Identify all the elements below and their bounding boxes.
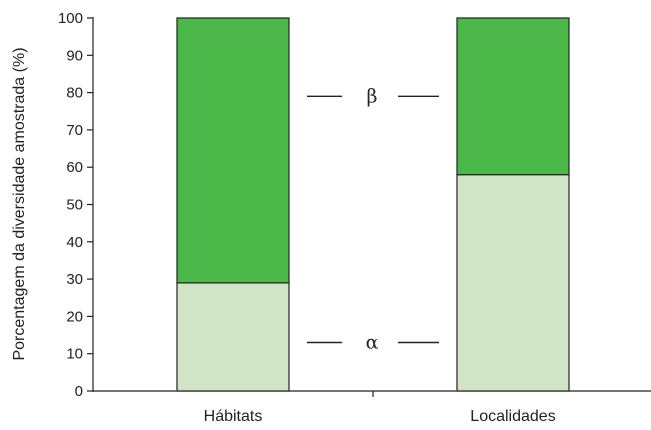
bars: [176, 17, 570, 392]
inline-legend: αβ: [307, 85, 439, 354]
axes: 0 10 20 30 40 50 60 70 80 90 100 Hábitats Localidade…: [58, 10, 651, 425]
y-tick-label: 90: [66, 47, 83, 64]
y-tick-label: 40: [66, 234, 83, 251]
legend-label-beta: β: [367, 85, 378, 107]
y-tick-label: 60: [66, 159, 83, 176]
bar-segment-beta-localidades: [456, 17, 570, 176]
x-category-label: Hábitats: [204, 408, 263, 425]
bar-segment-alpha-localidades: [456, 174, 570, 392]
legend-label-alpha: α: [366, 332, 379, 354]
bar-segment-alpha-habitats: [176, 282, 290, 392]
y-tick-label: 80: [66, 85, 83, 102]
y-tick-label: 0: [75, 383, 83, 400]
y-tick-label: 100: [58, 10, 83, 27]
bar-segment-beta-habitats: [176, 17, 290, 284]
y-tick-label: 10: [66, 346, 83, 363]
y-tick-label: 70: [66, 122, 83, 139]
x-category-label: Localidades: [470, 408, 555, 425]
y-axis-label: Porcentagem da diversidade amostrada (%): [11, 47, 28, 360]
y-tick-label: 50: [66, 197, 83, 214]
y-tick-label: 20: [66, 308, 83, 325]
y-tick-label: 30: [66, 271, 83, 288]
